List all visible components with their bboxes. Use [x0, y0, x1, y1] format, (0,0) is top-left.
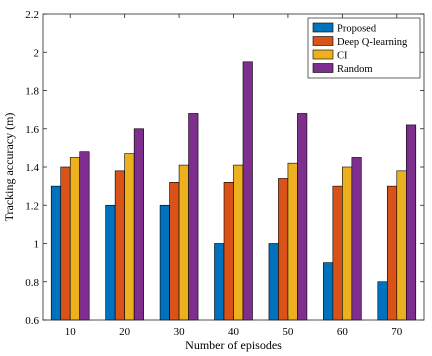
bar-random-60 [351, 157, 362, 321]
bar-proposed-10 [50, 185, 62, 321]
legend-swatch [312, 36, 334, 46]
bar-random-20 [133, 128, 144, 321]
x-tick-label: 30 [174, 326, 186, 338]
legend-swatch [312, 63, 334, 73]
y-tick-label: 2.2 [25, 9, 39, 21]
bar-deep-q-learning-30 [169, 182, 180, 321]
y-tick-label: 1.8 [25, 86, 39, 98]
bar-random-10 [79, 151, 90, 321]
bar-ci-30 [178, 164, 189, 321]
bar-ci-60 [342, 166, 353, 321]
bar-ci-70 [396, 170, 407, 321]
legend-label: Deep Q-learning [337, 37, 408, 48]
bar-random-50 [297, 113, 308, 321]
y-tick-label: 1 [34, 239, 40, 251]
bar-random-40 [242, 61, 253, 321]
bar-deep-q-learning-20 [114, 170, 125, 321]
bar-deep-q-learning-40 [223, 182, 234, 321]
y-tick-label: 1.4 [25, 162, 39, 174]
bar-proposed-50 [268, 243, 279, 321]
bars-group [50, 61, 417, 321]
y-tick-label: 2 [34, 47, 40, 59]
y-tick-label: 1.2 [25, 200, 39, 212]
bar-proposed-70 [377, 281, 388, 321]
x-tick-label: 40 [228, 326, 240, 338]
legend-label: CI [337, 51, 348, 62]
legend-swatch [312, 22, 334, 33]
bar-deep-q-learning-70 [386, 185, 398, 321]
x-tick-label: 60 [337, 326, 349, 338]
legend-swatch [312, 49, 334, 60]
bar-proposed-20 [105, 204, 116, 321]
x-axis-label: Number of episodes [185, 338, 282, 352]
legend-label: Proposed [337, 24, 377, 35]
bar-ci-20 [124, 153, 135, 321]
y-axis-label: Tracking accuracy (m) [2, 113, 16, 222]
bar-proposed-40 [214, 243, 225, 321]
y-tick-label: 1.6 [25, 124, 39, 136]
x-tick-label: 50 [282, 326, 294, 338]
x-tick-label: 70 [391, 326, 403, 338]
legend: Proposed Deep Q-learning CI Random [307, 17, 421, 79]
y-tick-label: 0.6 [25, 315, 39, 327]
y-tick-label: 0.8 [25, 277, 39, 289]
bar-deep-q-learning-60 [332, 185, 343, 321]
bar-ci-40 [233, 164, 244, 321]
x-tick-label: 10 [65, 326, 77, 338]
legend-label: Random [337, 64, 373, 75]
bar-random-30 [188, 113, 199, 321]
bar-proposed-60 [323, 262, 334, 321]
bar-ci-50 [287, 162, 298, 321]
bar-deep-q-learning-50 [278, 178, 289, 321]
bar-random-70 [405, 124, 417, 321]
bar-deep-q-learning-10 [60, 166, 71, 321]
ticks-group: 0.6 0.8 1 1.2 1.4 1.6 1.8 2 2.2 10 20 30 40 50 60 70 [25, 9, 424, 338]
x-tick-label: 20 [119, 326, 131, 338]
bar-proposed-30 [159, 204, 170, 321]
bar-ci-10 [69, 157, 81, 321]
